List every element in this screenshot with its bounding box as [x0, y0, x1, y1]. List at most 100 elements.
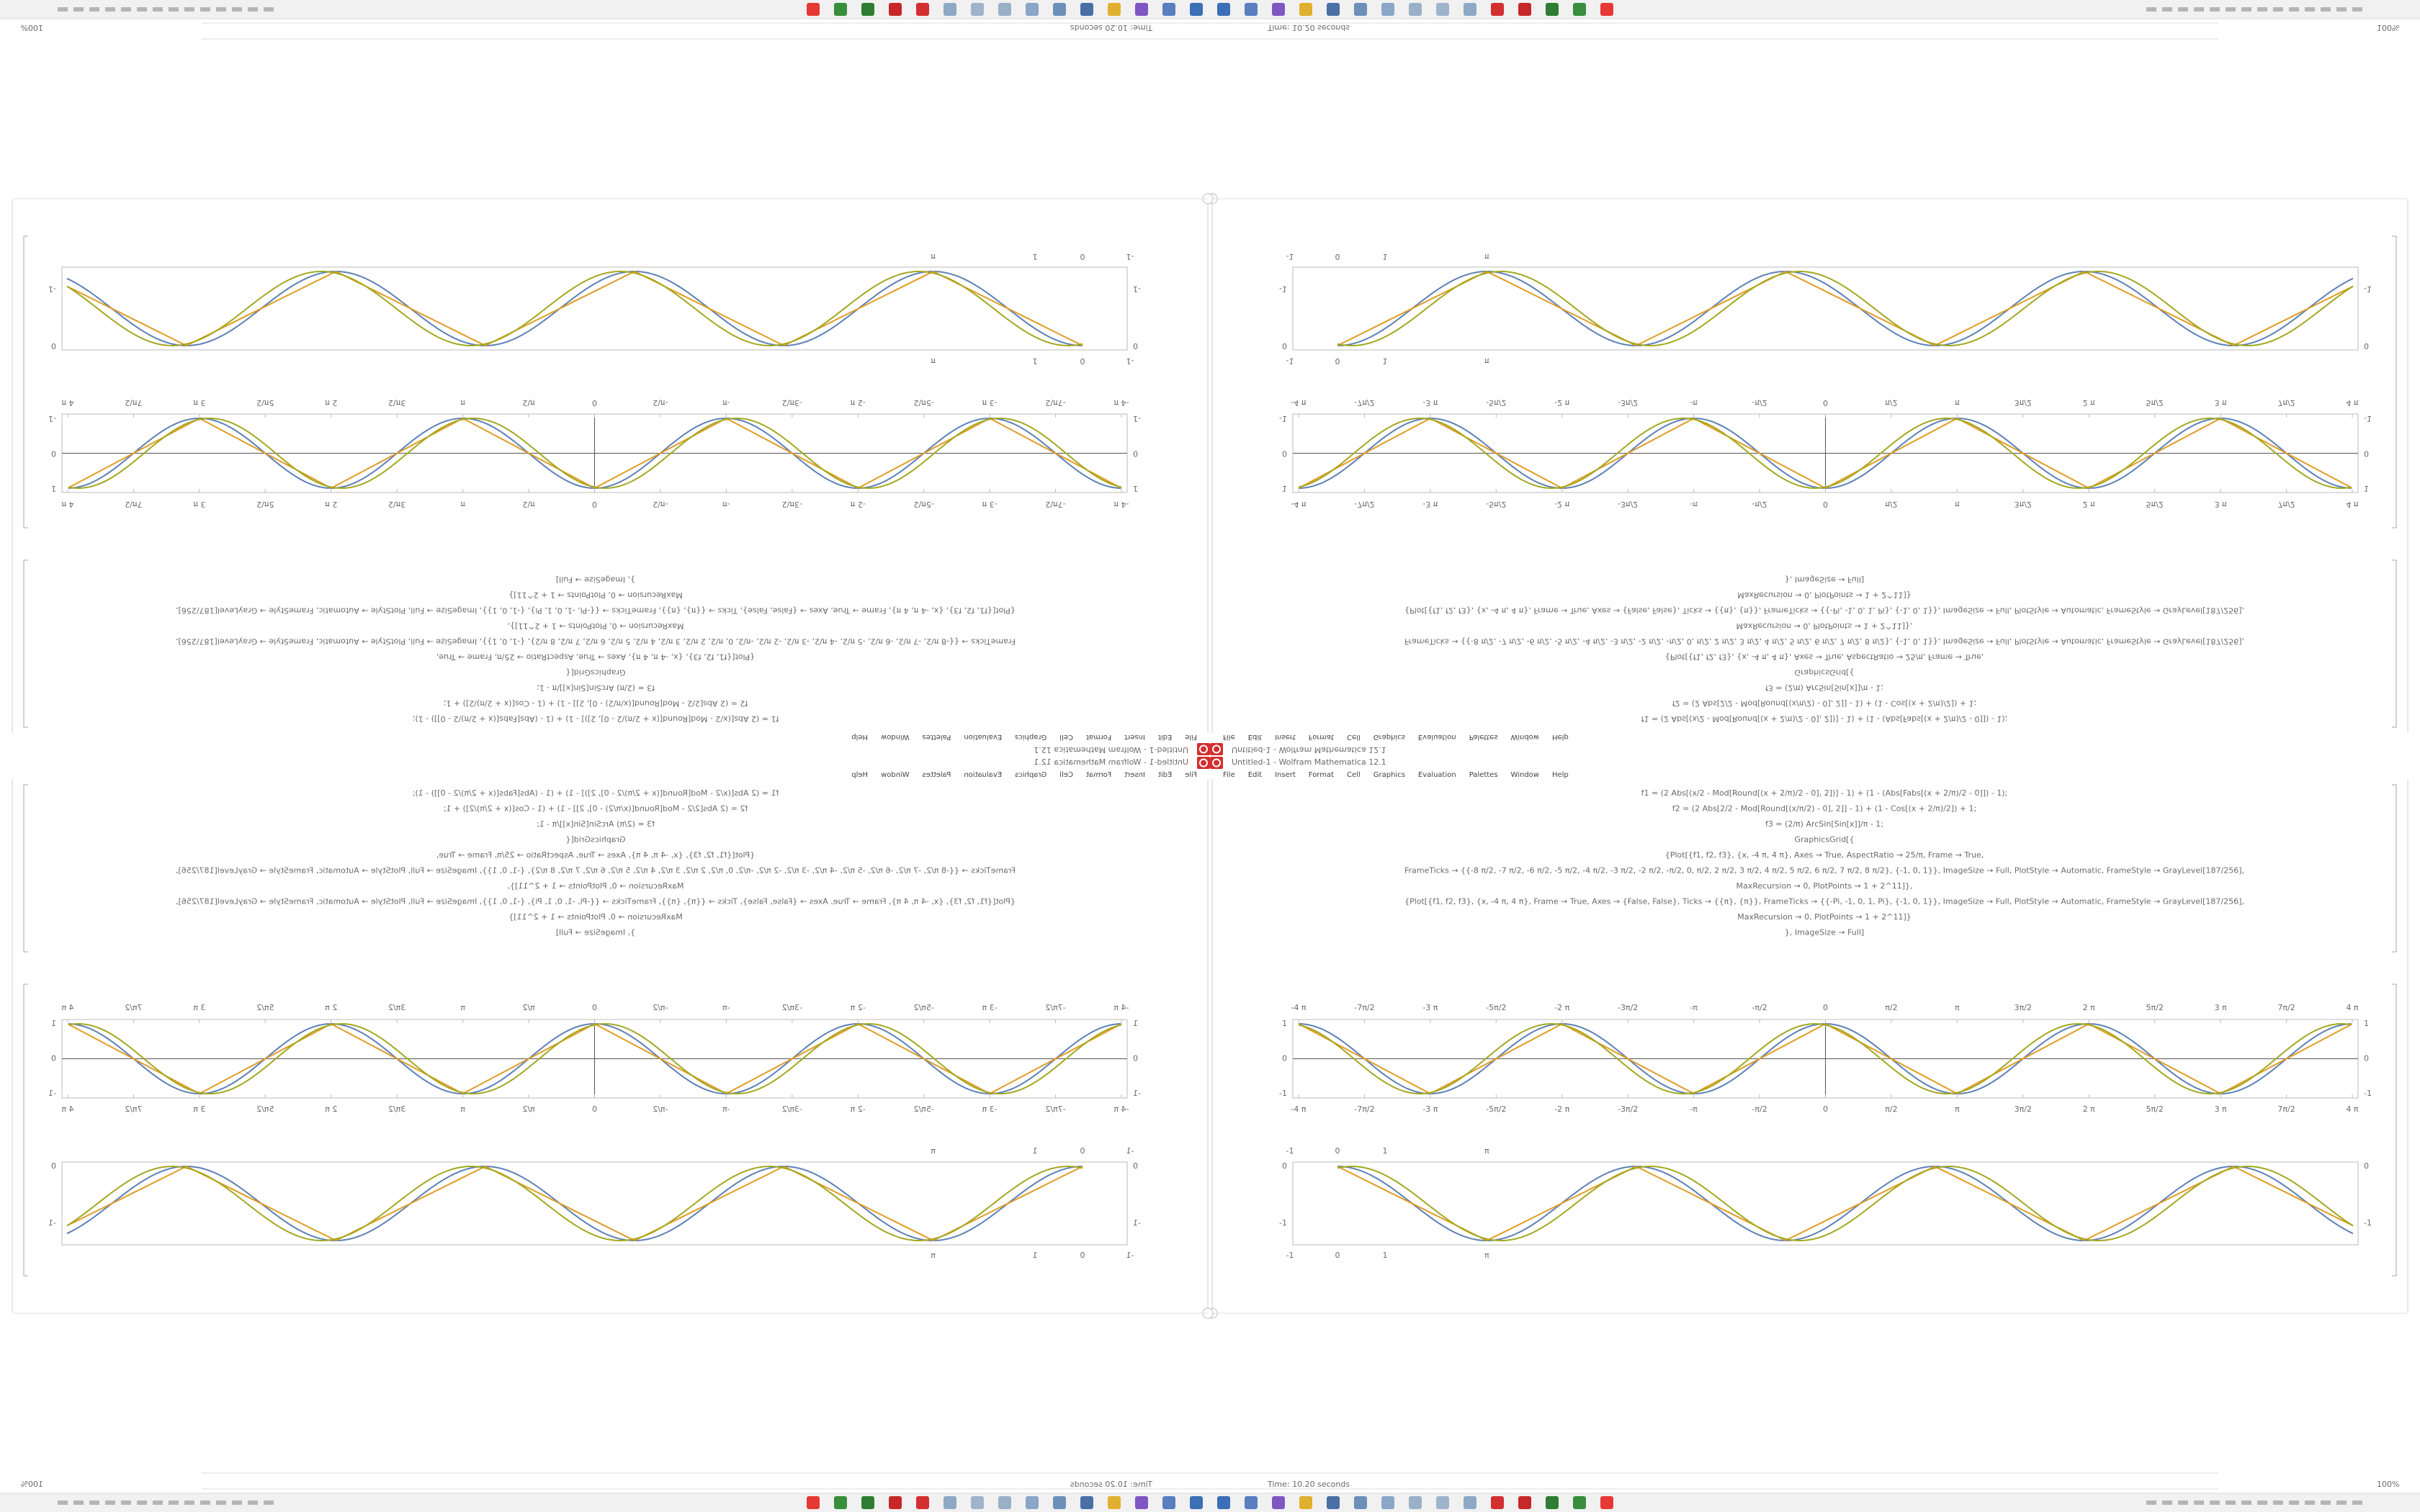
taskbar-icon[interactable]: [1299, 1496, 1312, 1509]
menu-item[interactable]: Insert: [1124, 771, 1145, 779]
taskbar-icon[interactable]: [1245, 3, 1258, 16]
taskbar-icon[interactable]: [807, 1496, 820, 1509]
taskbar-icon[interactable]: [1108, 1496, 1121, 1509]
taskbar-icon[interactable]: [1409, 3, 1422, 16]
taskbar-icon[interactable]: [1436, 1496, 1449, 1509]
menu-item[interactable]: Edit: [1248, 733, 1262, 741]
menu-item[interactable]: Format: [1086, 771, 1111, 779]
taskbar-icon[interactable]: [807, 3, 820, 16]
menu-item[interactable]: Cell: [1347, 771, 1361, 779]
menu-item[interactable]: Format: [1309, 733, 1334, 741]
taskbar-icon[interactable]: [1190, 3, 1203, 16]
taskbar-icon[interactable]: [1135, 1496, 1148, 1509]
taskbar-icon[interactable]: [916, 1496, 929, 1509]
cell-bracket[interactable]: [2392, 984, 2397, 1277]
close-button[interactable]: [1210, 757, 1223, 769]
menu-item[interactable]: File: [1185, 771, 1197, 779]
menu-item[interactable]: Window: [1511, 733, 1539, 741]
taskbar-icon[interactable]: [1217, 3, 1230, 16]
menu-item[interactable]: Edit: [1158, 771, 1172, 779]
taskbar-icon[interactable]: [1135, 3, 1148, 16]
menu-item[interactable]: Palettes: [1469, 733, 1498, 741]
menu-item[interactable]: Window: [1511, 771, 1539, 779]
taskbar-icon[interactable]: [1573, 3, 1586, 16]
menu-item[interactable]: File: [1223, 733, 1235, 741]
taskbar-icon[interactable]: [1518, 1496, 1531, 1509]
taskbar-icon[interactable]: [1600, 1496, 1613, 1509]
taskbar-icon[interactable]: [1436, 3, 1449, 16]
close-button[interactable]: [1210, 743, 1223, 755]
menu-item[interactable]: Insert: [1275, 771, 1296, 779]
menu-item[interactable]: Evaluation: [964, 771, 1002, 779]
close-button[interactable]: [1197, 743, 1210, 755]
cell-bracket[interactable]: [23, 984, 28, 1277]
taskbar-icon[interactable]: [1381, 1496, 1394, 1509]
taskbar-icon[interactable]: [916, 3, 929, 16]
cell-bracket[interactable]: [23, 235, 28, 528]
taskbar-icon[interactable]: [1464, 1496, 1476, 1509]
cell-bracket[interactable]: [2392, 784, 2397, 953]
taskbar-icon[interactable]: [1327, 3, 1340, 16]
taskbar-icon[interactable]: [861, 1496, 874, 1509]
close-button[interactable]: [1197, 757, 1210, 769]
taskbar-icon[interactable]: [971, 1496, 984, 1509]
menu-item[interactable]: Evaluation: [964, 733, 1002, 741]
taskbar-icon[interactable]: [1327, 1496, 1340, 1509]
menu-item[interactable]: File: [1185, 733, 1197, 741]
cell-bracket[interactable]: [2392, 559, 2397, 728]
menu-item[interactable]: Help: [1552, 771, 1569, 779]
menu-item[interactable]: Edit: [1158, 733, 1172, 741]
menu-item[interactable]: Format: [1309, 771, 1334, 779]
taskbar-icon[interactable]: [1299, 3, 1312, 16]
taskbar-icon[interactable]: [834, 1496, 847, 1509]
menu-item[interactable]: File: [1223, 771, 1235, 779]
taskbar-icon[interactable]: [1245, 1496, 1258, 1509]
menu-item[interactable]: Format: [1086, 733, 1111, 741]
taskbar-icon[interactable]: [1546, 3, 1559, 16]
taskbar-icon[interactable]: [861, 3, 874, 16]
menu-item[interactable]: Evaluation: [1418, 771, 1456, 779]
taskbar-icon[interactable]: [1518, 3, 1531, 16]
taskbar-icon[interactable]: [1272, 3, 1285, 16]
menu-item[interactable]: Evaluation: [1418, 733, 1456, 741]
taskbar-icon[interactable]: [889, 1496, 902, 1509]
taskbar-icon[interactable]: [1354, 1496, 1367, 1509]
menu-item[interactable]: Insert: [1275, 733, 1296, 741]
cell-bracket[interactable]: [23, 559, 28, 728]
taskbar-icon[interactable]: [998, 3, 1011, 16]
menu-item[interactable]: Graphics: [1015, 733, 1047, 741]
taskbar-icon[interactable]: [1491, 1496, 1504, 1509]
taskbar-icon[interactable]: [1026, 3, 1039, 16]
taskbar-icon[interactable]: [1162, 1496, 1175, 1509]
taskbar-icon[interactable]: [1080, 1496, 1093, 1509]
taskbar-icon[interactable]: [1053, 3, 1066, 16]
taskbar-icon[interactable]: [1354, 3, 1367, 16]
menu-item[interactable]: Help: [1552, 733, 1569, 741]
taskbar-icon[interactable]: [1546, 1496, 1559, 1509]
menu-item[interactable]: Palettes: [922, 771, 951, 779]
menu-item[interactable]: Graphics: [1015, 771, 1047, 779]
menu-item[interactable]: Palettes: [922, 733, 951, 741]
menu-item[interactable]: Graphics: [1373, 771, 1405, 779]
taskbar-icon[interactable]: [1080, 3, 1093, 16]
taskbar-icon[interactable]: [1108, 3, 1121, 16]
taskbar-icon[interactable]: [998, 1496, 1011, 1509]
cell-bracket[interactable]: [2392, 235, 2397, 528]
taskbar-icon[interactable]: [834, 3, 847, 16]
taskbar-icon[interactable]: [1053, 1496, 1066, 1509]
menu-item[interactable]: Insert: [1124, 733, 1145, 741]
taskbar-icon[interactable]: [889, 3, 902, 16]
taskbar-icon[interactable]: [944, 3, 956, 16]
taskbar-icon[interactable]: [971, 3, 984, 16]
menu-item[interactable]: Edit: [1248, 771, 1262, 779]
cell-bracket[interactable]: [23, 784, 28, 953]
menu-item[interactable]: Cell: [1347, 733, 1361, 741]
menu-item[interactable]: Palettes: [1469, 771, 1498, 779]
taskbar-icon[interactable]: [1491, 3, 1504, 16]
taskbar-icon[interactable]: [1190, 1496, 1203, 1509]
taskbar-icon[interactable]: [1272, 1496, 1285, 1509]
menu-item[interactable]: Cell: [1059, 771, 1073, 779]
taskbar-icon[interactable]: [1600, 3, 1613, 16]
taskbar-icon[interactable]: [944, 1496, 956, 1509]
menu-item[interactable]: Help: [851, 771, 868, 779]
